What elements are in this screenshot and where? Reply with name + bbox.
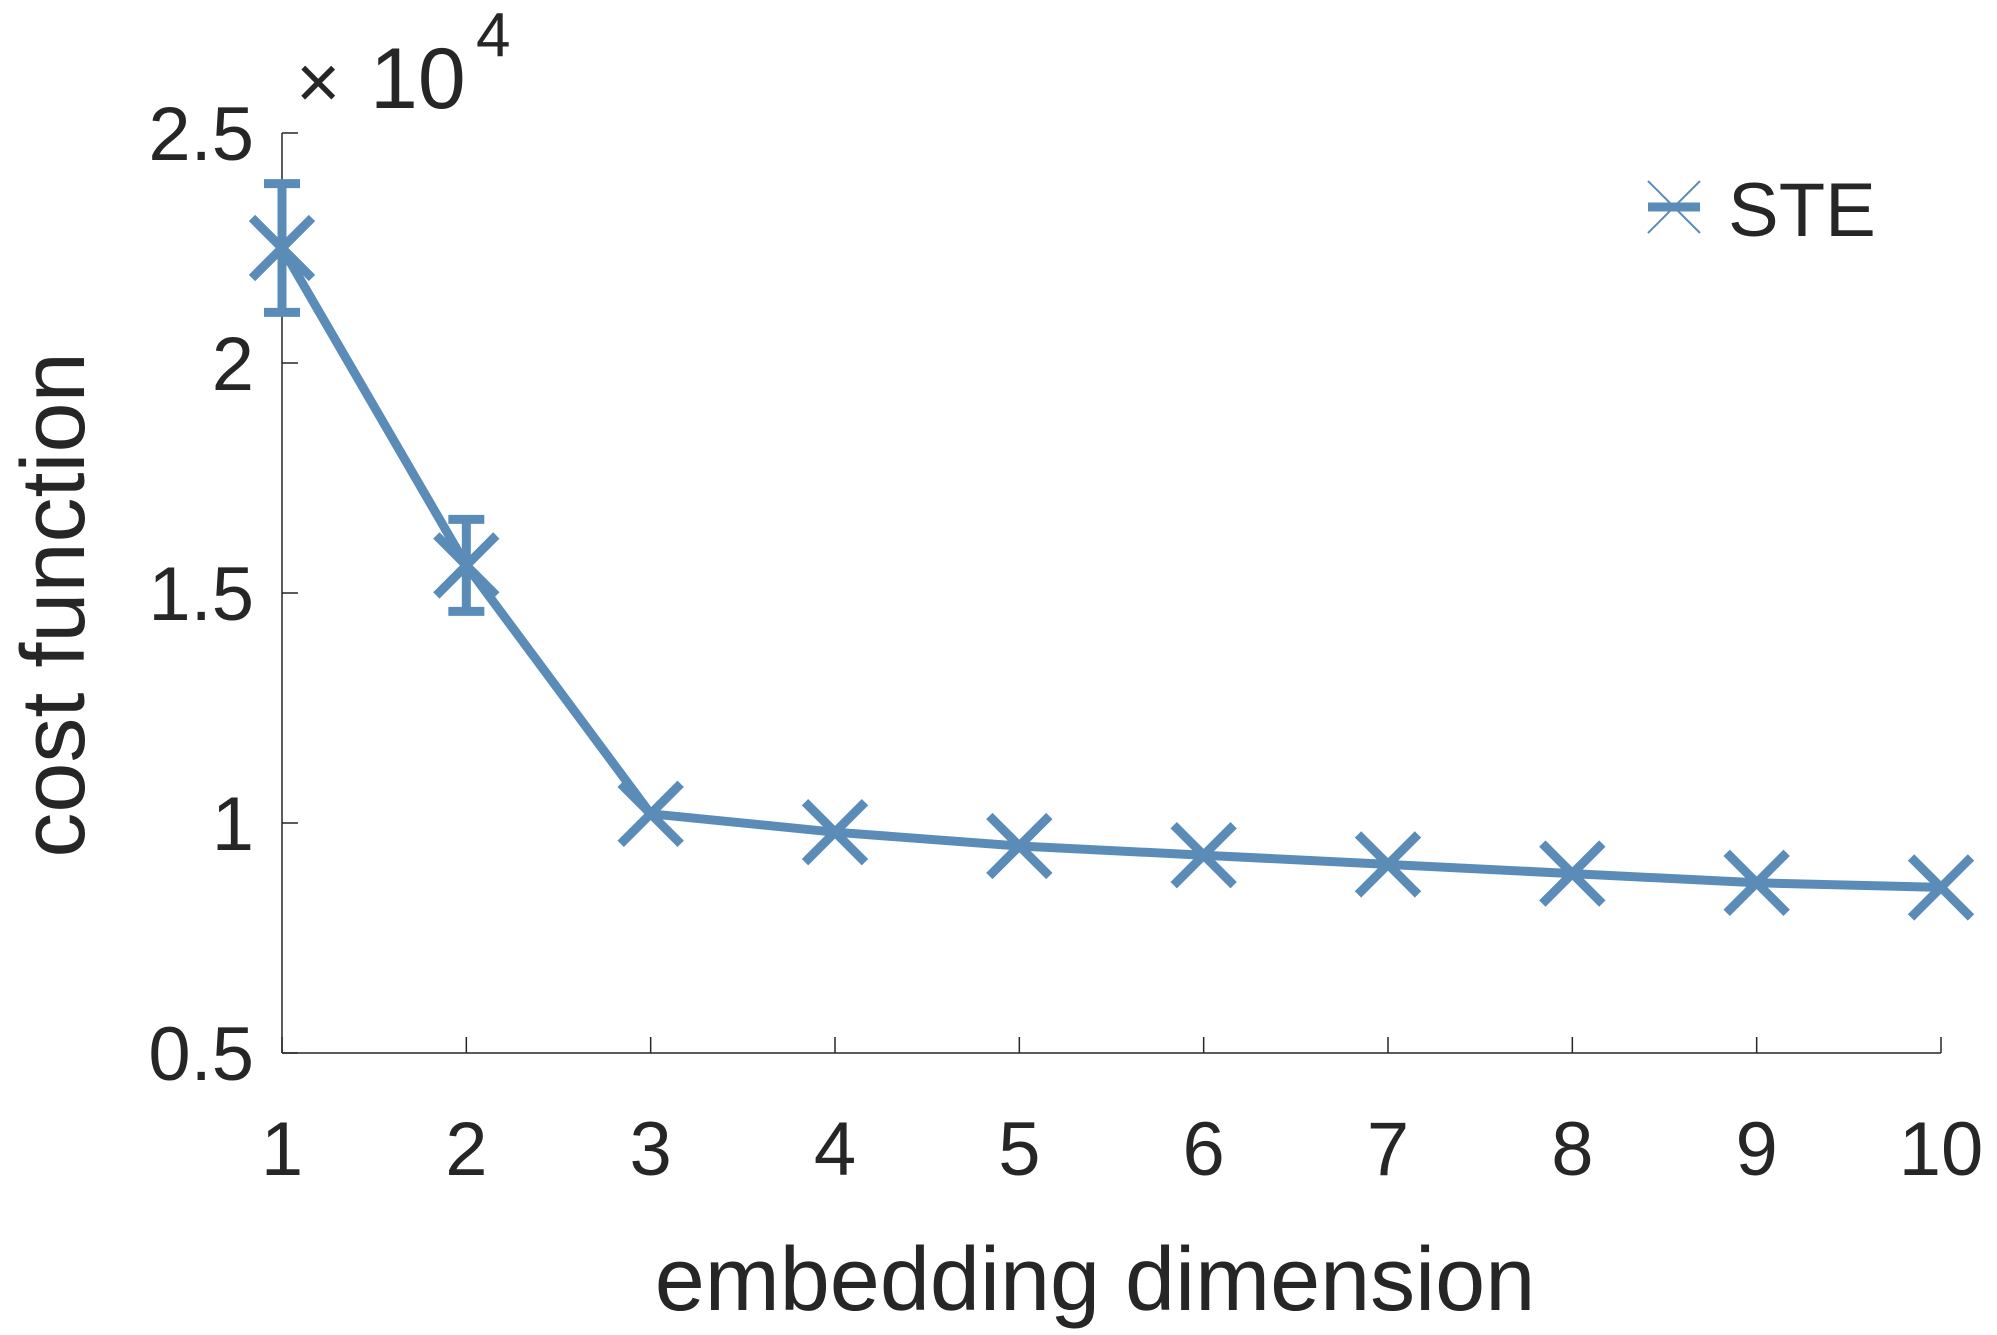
marker-stroke bbox=[1170, 822, 1237, 889]
marker-stroke bbox=[986, 812, 1053, 880]
data-point-marker bbox=[617, 780, 684, 847]
x-tick-label: 7 bbox=[1367, 1107, 1409, 1192]
legend-label-ste: STE bbox=[1728, 168, 1876, 253]
x-axis-ticks: 1 2 3 4 5 6 7 8 9 10 bbox=[261, 1037, 1983, 1192]
marker-stroke bbox=[1723, 849, 1790, 916]
x-axis-label: embedding dimension bbox=[655, 1230, 1536, 1330]
marker-stroke bbox=[1354, 831, 1422, 898]
x-tick-label: 8 bbox=[1551, 1107, 1593, 1192]
x-tick-label: 10 bbox=[1899, 1107, 1984, 1192]
data-point-marker bbox=[986, 812, 1053, 880]
data-point-marker bbox=[433, 532, 500, 599]
data-point-marker bbox=[801, 799, 869, 866]
y-axis-label: cost function bbox=[4, 352, 104, 857]
data-point-marker bbox=[1539, 840, 1606, 907]
x-tick-label: 9 bbox=[1736, 1107, 1778, 1192]
y-tick-label: 1 bbox=[212, 782, 254, 867]
marker-stroke bbox=[801, 799, 869, 866]
series-line-ste bbox=[278, 245, 1942, 892]
x-tick-label: 4 bbox=[814, 1107, 856, 1192]
x-tick-label: 1 bbox=[261, 1107, 303, 1192]
data-point-marker bbox=[248, 214, 316, 282]
x-tick-label: 3 bbox=[630, 1107, 672, 1192]
y-axis-multiplier: × 10 4 bbox=[296, 1, 510, 127]
multiplier-base: 10 bbox=[370, 31, 466, 127]
data-point-marker bbox=[1354, 831, 1422, 898]
x-tick-label: 5 bbox=[998, 1107, 1040, 1192]
marker-stroke bbox=[1907, 854, 1975, 921]
y-tick-label: 0.5 bbox=[148, 1012, 254, 1097]
y-tick-label: 1.5 bbox=[148, 552, 254, 637]
y-tick-label: 2.5 bbox=[148, 92, 254, 177]
y-axis-ticks: 0.5 1 1.5 2 2.5 bbox=[148, 92, 298, 1097]
multiplier-exponent: 4 bbox=[476, 1, 510, 70]
x-tick-label: 6 bbox=[1183, 1107, 1225, 1192]
axes bbox=[281, 133, 1941, 1054]
marker-stroke bbox=[433, 532, 500, 599]
marker-stroke bbox=[248, 214, 316, 282]
data-point-marker bbox=[1170, 822, 1237, 889]
multiplier-times-sign: × bbox=[296, 40, 340, 125]
data-point-marker bbox=[1723, 849, 1790, 916]
marker-stroke bbox=[1539, 840, 1606, 907]
x-tick-label: 2 bbox=[445, 1107, 487, 1192]
legend-x-marker bbox=[1647, 180, 1701, 234]
legend: STE bbox=[1647, 168, 1876, 253]
y-tick-label: 2 bbox=[212, 322, 254, 407]
series-layer bbox=[248, 179, 1975, 921]
marker-stroke bbox=[617, 780, 684, 847]
data-point-marker bbox=[1907, 854, 1975, 921]
legend-marker-stroke bbox=[1647, 180, 1701, 234]
